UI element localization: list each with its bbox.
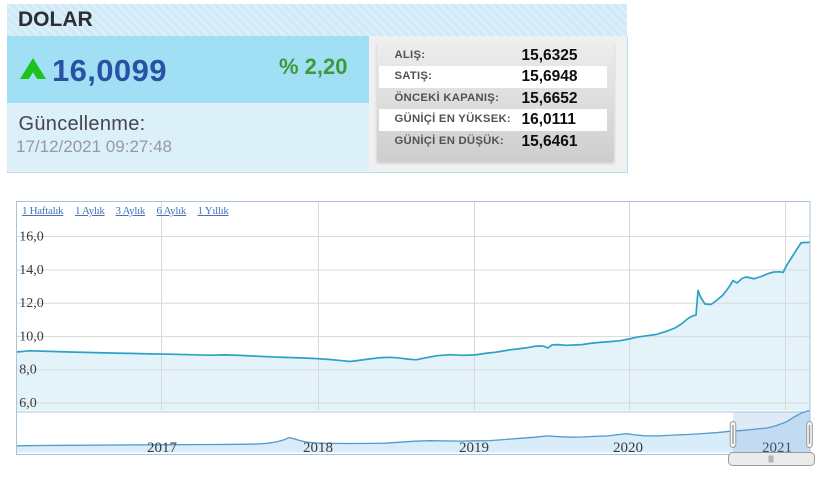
svg-text:2021: 2021	[762, 440, 792, 456]
svg-text:12,0: 12,0	[19, 296, 44, 311]
svg-text:8,0: 8,0	[19, 363, 37, 378]
svg-text:10,0: 10,0	[19, 329, 44, 344]
svg-text:2017: 2017	[147, 440, 178, 456]
svg-text:2018: 2018	[303, 440, 333, 456]
svg-text:6,0: 6,0	[19, 396, 37, 411]
svg-text:2020: 2020	[613, 440, 643, 456]
svg-text:16,0: 16,0	[19, 229, 44, 244]
svg-text:2019: 2019	[459, 440, 489, 456]
svg-text:14,0: 14,0	[19, 263, 44, 278]
